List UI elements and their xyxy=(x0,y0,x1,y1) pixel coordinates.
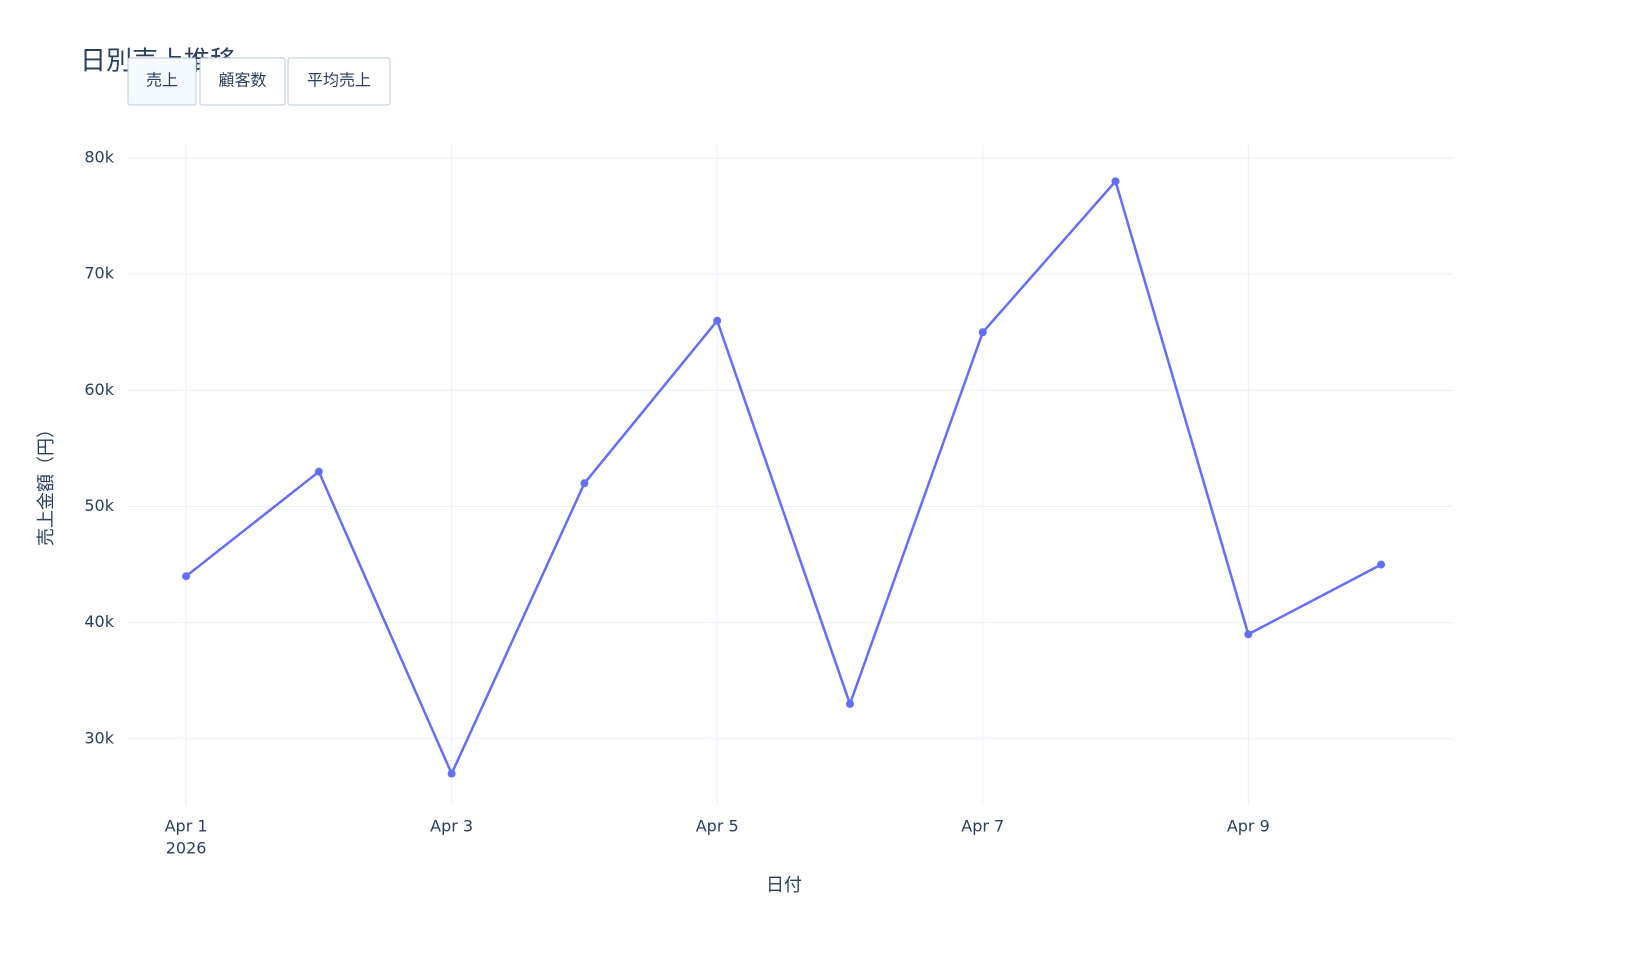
button-frame xyxy=(287,57,391,106)
x-axis-title: 日付 xyxy=(766,875,802,896)
point xyxy=(978,328,987,337)
y-tick-label: 40k xyxy=(84,612,114,631)
y-tick-label: 80k xyxy=(84,148,114,167)
point xyxy=(580,479,589,488)
point xyxy=(713,316,722,325)
button[interactable]: 平均売上 xyxy=(287,57,391,106)
y-tick-label: 30k xyxy=(84,728,114,747)
y-tick-label: 60k xyxy=(84,380,114,399)
y-tick-label: 50k xyxy=(84,496,114,515)
grid-layer xyxy=(128,143,1453,805)
y-axis-title: 売上金額（円） xyxy=(36,420,57,546)
button-label[interactable]: 顧客数 xyxy=(218,71,266,90)
button-frame xyxy=(199,57,286,106)
x-tick-label: Apr 7 xyxy=(961,817,1004,836)
point xyxy=(182,572,191,581)
button[interactable]: 顧客数 xyxy=(199,57,286,106)
point xyxy=(1244,630,1253,639)
x-tick-label: Apr 1 xyxy=(165,817,208,836)
x-tick-label: Apr 3 xyxy=(430,817,473,836)
point xyxy=(314,467,323,476)
series-line xyxy=(185,180,1382,775)
button[interactable]: 売上 xyxy=(127,57,197,106)
x-tick-year: 2026 xyxy=(166,839,207,858)
button-label[interactable]: 売上 xyxy=(146,71,178,90)
button-frame xyxy=(127,57,197,106)
y-tick-label: 70k xyxy=(84,264,114,283)
point xyxy=(845,699,854,708)
point xyxy=(1377,560,1386,569)
point xyxy=(447,769,456,778)
button-label[interactable]: 平均売上 xyxy=(307,71,371,90)
x-tick-label: Apr 5 xyxy=(696,817,739,836)
point xyxy=(1111,177,1120,186)
x-tick-label: Apr 9 xyxy=(1227,817,1270,836)
